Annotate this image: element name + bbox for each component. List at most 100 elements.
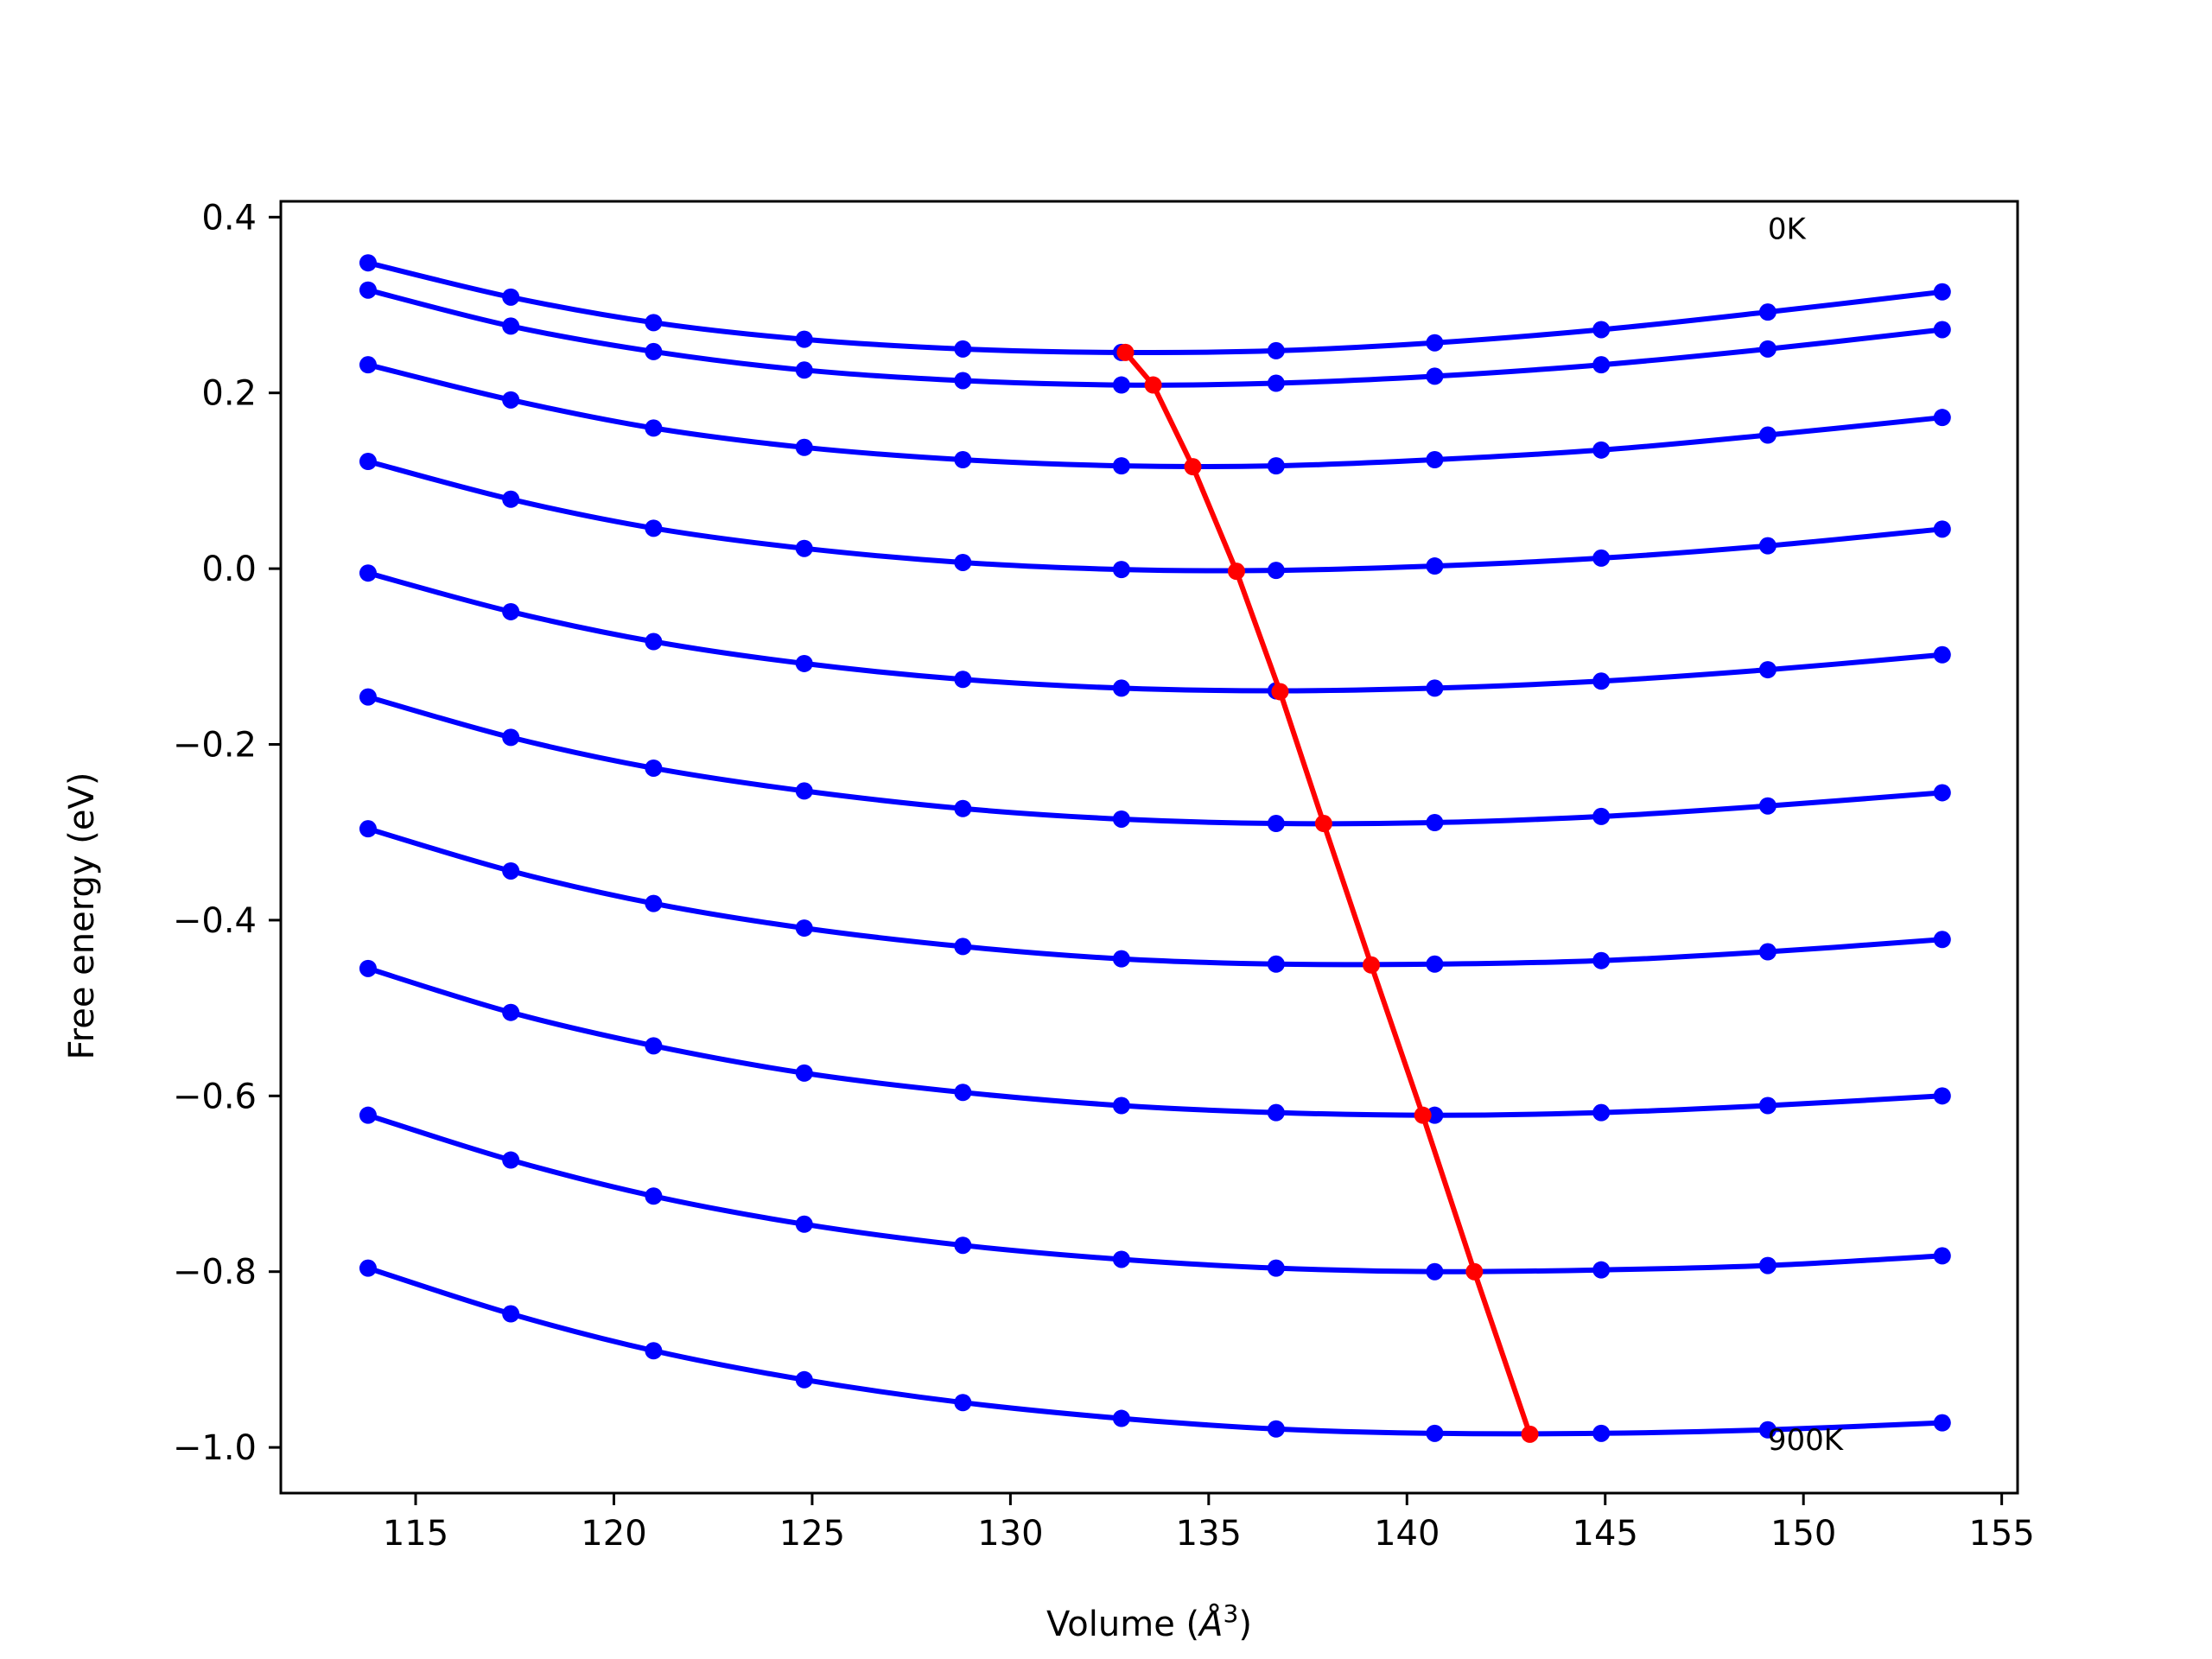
series-8-point-4 <box>954 1236 972 1255</box>
x-tick-label-8: 155 <box>1968 1514 2034 1554</box>
x-tick-label-3: 130 <box>977 1514 1043 1554</box>
x-axis-title: Volume (Å3) <box>1046 1599 1252 1644</box>
minima-point-1 <box>1144 376 1162 394</box>
x-tick-label-0: 115 <box>383 1514 448 1554</box>
x-axis-title-unit: Å <box>1197 1603 1223 1644</box>
series-1-point-9 <box>1758 340 1777 358</box>
series-8-point-0 <box>359 1106 377 1124</box>
series-2-point-7 <box>1426 451 1444 468</box>
series-0-point-10 <box>1933 283 1951 301</box>
series-1-point-10 <box>1933 321 1951 339</box>
x-tick-label-6: 145 <box>1573 1514 1638 1554</box>
series-8 <box>359 1106 1951 1281</box>
series-8-point-2 <box>645 1187 663 1205</box>
series-6-point-8 <box>1592 951 1611 969</box>
series-9-point-0 <box>359 1259 377 1277</box>
plot-area <box>359 254 1951 1443</box>
series-0-point-7 <box>1426 334 1444 352</box>
series-9-point-9 <box>1758 1421 1777 1439</box>
series-5-point-4 <box>954 799 972 817</box>
series-5-point-10 <box>1933 784 1951 802</box>
y-tick-label-6: −0.8 <box>173 1253 257 1293</box>
series-8-point-8 <box>1592 1261 1611 1279</box>
y-axis-title: Free energy (eV) <box>62 772 102 1060</box>
series-2-point-1 <box>502 391 520 409</box>
x-tick-label-2: 125 <box>779 1514 845 1554</box>
series-4-point-4 <box>954 671 972 689</box>
annotation-0: 0K <box>1768 213 1808 247</box>
series-3-point-0 <box>359 453 377 471</box>
minima-point-4 <box>1271 683 1289 701</box>
series-7-point-8 <box>1592 1103 1611 1122</box>
series-5-point-3 <box>795 782 813 800</box>
series-5-point-2 <box>645 759 663 777</box>
series-0-point-1 <box>502 288 520 306</box>
series-1-point-2 <box>645 342 663 360</box>
series-4-point-5 <box>1112 679 1130 697</box>
series-3-point-3 <box>795 539 813 557</box>
series-5-point-1 <box>502 728 520 747</box>
series-4-point-1 <box>502 602 520 620</box>
series-0-point-0 <box>359 254 377 272</box>
series-6-point-0 <box>359 820 377 838</box>
series-1-point-0 <box>359 281 377 299</box>
series-3-point-10 <box>1933 520 1951 538</box>
plot-frame <box>279 200 2019 1495</box>
series-5-point-8 <box>1592 807 1611 825</box>
annotation-1: 900K <box>1768 1423 1845 1458</box>
series-7-point-7 <box>1426 1106 1444 1124</box>
series-4-point-2 <box>645 632 663 651</box>
x-axis-title-paren-open: ( <box>1186 1605 1200 1644</box>
series-6-point-1 <box>502 861 520 880</box>
series-1-point-4 <box>954 372 972 390</box>
series-9-point-2 <box>645 1342 663 1360</box>
series-1-point-7 <box>1426 367 1444 385</box>
series-3 <box>359 453 1951 580</box>
axes: 115 120 125 130 135 140 145 150 155 0.4 0.2 0.0 −0.2… <box>173 198 2035 1554</box>
series-8-point-5 <box>1112 1250 1130 1268</box>
series-7-point-2 <box>645 1037 663 1055</box>
series-5-point-6 <box>1267 815 1285 833</box>
series-6-point-5 <box>1112 950 1130 968</box>
series-3-point-5 <box>1112 561 1130 579</box>
series-7-point-3 <box>795 1064 813 1082</box>
series-2-point-3 <box>795 438 813 456</box>
series-5-point-7 <box>1426 814 1444 832</box>
y-tick-label-7: −1.0 <box>173 1428 257 1468</box>
series-9-point-3 <box>795 1370 813 1389</box>
series-3-point-7 <box>1426 557 1444 575</box>
series-9-point-7 <box>1426 1424 1444 1442</box>
series-8-point-7 <box>1426 1262 1444 1281</box>
series-8-point-6 <box>1267 1259 1285 1277</box>
series-4 <box>359 564 1951 700</box>
series-2-point-9 <box>1758 426 1777 444</box>
series-4-point-3 <box>795 654 813 672</box>
series-7-point-5 <box>1112 1096 1130 1115</box>
series-1-point-3 <box>795 361 813 379</box>
series-7-point-0 <box>359 959 377 977</box>
series-2-point-5 <box>1112 457 1130 475</box>
series-9-point-5 <box>1112 1409 1130 1427</box>
series-8-point-3 <box>795 1215 813 1233</box>
series-8-point-1 <box>502 1151 520 1169</box>
x-axis-title-text: Volume <box>1046 1605 1185 1644</box>
series-3-point-2 <box>645 519 663 537</box>
y-tick-label-0: 0.4 <box>201 198 257 238</box>
series-4-point-10 <box>1933 645 1951 664</box>
series-6-point-9 <box>1758 943 1777 961</box>
series-3-point-1 <box>502 490 520 508</box>
series-4-point-9 <box>1758 661 1777 679</box>
series-7 <box>359 959 1951 1124</box>
series-0-point-9 <box>1758 303 1777 321</box>
series-8-point-10 <box>1933 1247 1951 1265</box>
series-9-point-6 <box>1267 1420 1285 1438</box>
series-5-point-5 <box>1112 810 1130 828</box>
series-0-point-4 <box>954 340 972 358</box>
series-9-point-4 <box>954 1394 972 1412</box>
series-0-point-2 <box>645 314 663 332</box>
series-0-point-6 <box>1267 341 1285 359</box>
minima-series <box>1116 343 1539 1443</box>
series-3-point-6 <box>1267 562 1285 580</box>
